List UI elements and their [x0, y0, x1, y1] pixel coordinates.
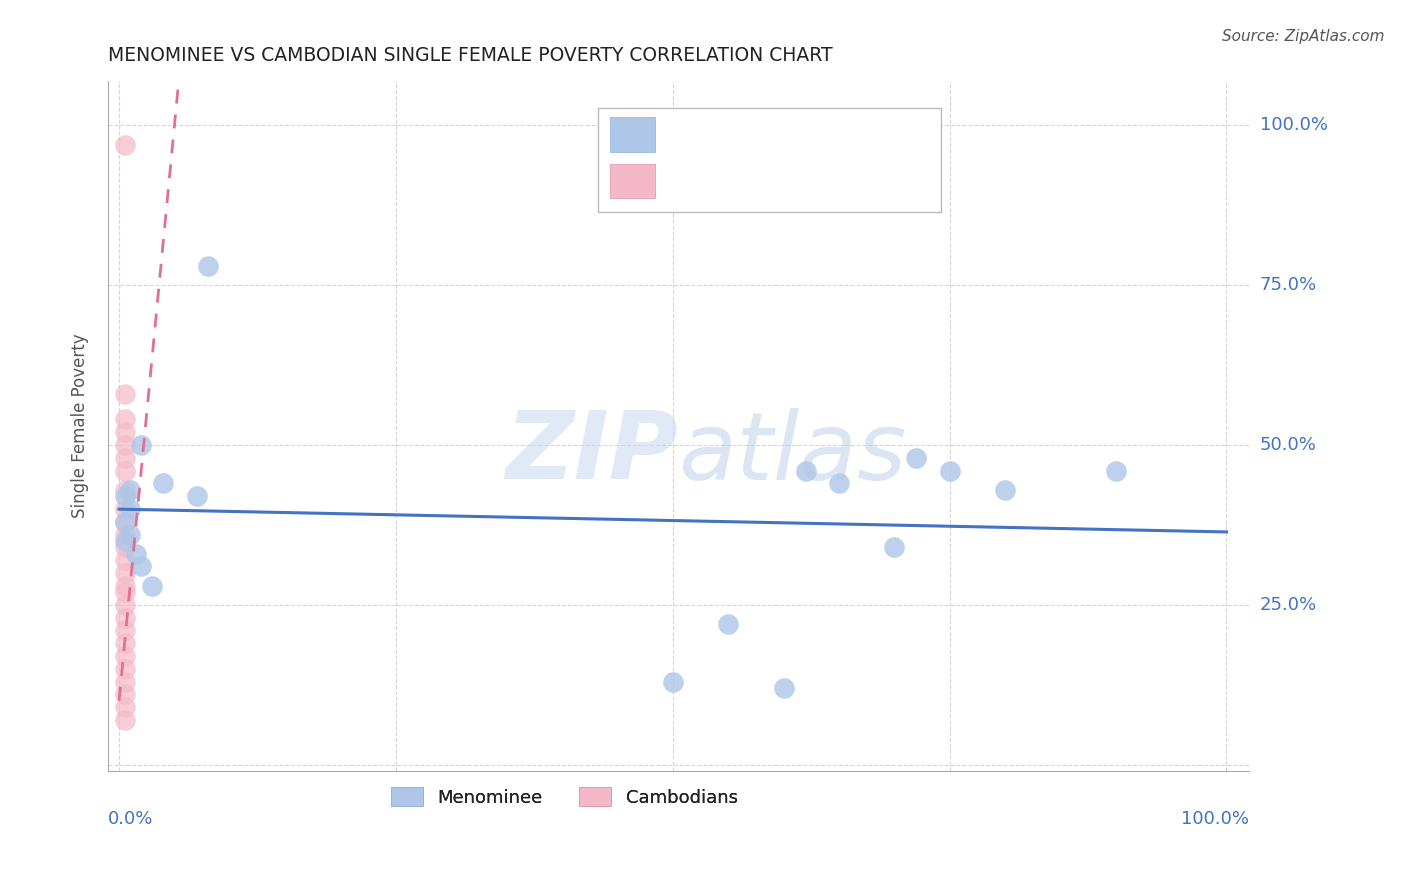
Point: [114, 515, 136, 529]
Point: [114, 533, 136, 548]
Point: [141, 579, 163, 593]
Point: [114, 412, 136, 426]
Text: 25.0%: 25.0%: [1260, 596, 1317, 614]
Text: MENOMINEE VS CAMBODIAN SINGLE FEMALE POVERTY CORRELATION CHART: MENOMINEE VS CAMBODIAN SINGLE FEMALE POV…: [108, 46, 832, 65]
Point: [938, 464, 960, 478]
Point: [114, 502, 136, 516]
Text: 100.0%: 100.0%: [1260, 117, 1327, 135]
Text: atlas: atlas: [678, 408, 907, 499]
Y-axis label: Single Female Poverty: Single Female Poverty: [72, 334, 89, 518]
Point: [114, 483, 136, 497]
Point: [794, 464, 817, 478]
Point: [120, 527, 142, 541]
Point: [994, 483, 1017, 497]
Point: [114, 687, 136, 701]
Point: [114, 137, 136, 152]
Point: [152, 476, 174, 491]
Point: [114, 579, 136, 593]
Point: [114, 425, 136, 440]
Point: [114, 464, 136, 478]
Point: [1105, 464, 1128, 478]
Text: R =   0.161   N = 23: R = 0.161 N = 23: [666, 124, 865, 144]
Point: [883, 541, 905, 555]
Point: [114, 610, 136, 624]
Point: [114, 585, 136, 599]
Text: Source: ZipAtlas.com: Source: ZipAtlas.com: [1222, 29, 1385, 44]
Point: [114, 541, 136, 555]
Point: [124, 547, 146, 561]
Legend: Menominee, Cambodians: Menominee, Cambodians: [384, 780, 745, 814]
Point: [114, 713, 136, 727]
Point: [120, 502, 142, 516]
Point: [114, 489, 136, 503]
Point: [114, 438, 136, 452]
Point: [186, 489, 208, 503]
Point: [114, 553, 136, 567]
Point: [114, 700, 136, 714]
Point: [114, 598, 136, 612]
Point: [197, 259, 219, 273]
FancyBboxPatch shape: [610, 163, 655, 198]
Text: ZIP: ZIP: [505, 408, 678, 500]
Text: 100.0%: 100.0%: [1181, 810, 1249, 828]
Text: 75.0%: 75.0%: [1260, 277, 1317, 294]
Point: [114, 662, 136, 676]
FancyBboxPatch shape: [599, 108, 941, 211]
Point: [772, 681, 794, 695]
Point: [717, 617, 740, 632]
Point: [129, 438, 152, 452]
Point: [114, 674, 136, 689]
Point: [114, 515, 136, 529]
Text: 50.0%: 50.0%: [1260, 436, 1316, 454]
Point: [661, 674, 683, 689]
Point: [114, 648, 136, 663]
Point: [120, 483, 142, 497]
Text: R = 0.655   N = 26: R = 0.655 N = 26: [666, 169, 852, 189]
Point: [114, 566, 136, 580]
Point: [114, 624, 136, 638]
Point: [129, 559, 152, 574]
Point: [114, 387, 136, 401]
Text: 0.0%: 0.0%: [108, 810, 153, 828]
Point: [905, 450, 928, 465]
Point: [114, 636, 136, 650]
Point: [114, 450, 136, 465]
Point: [114, 527, 136, 541]
Point: [828, 476, 851, 491]
FancyBboxPatch shape: [610, 117, 655, 152]
